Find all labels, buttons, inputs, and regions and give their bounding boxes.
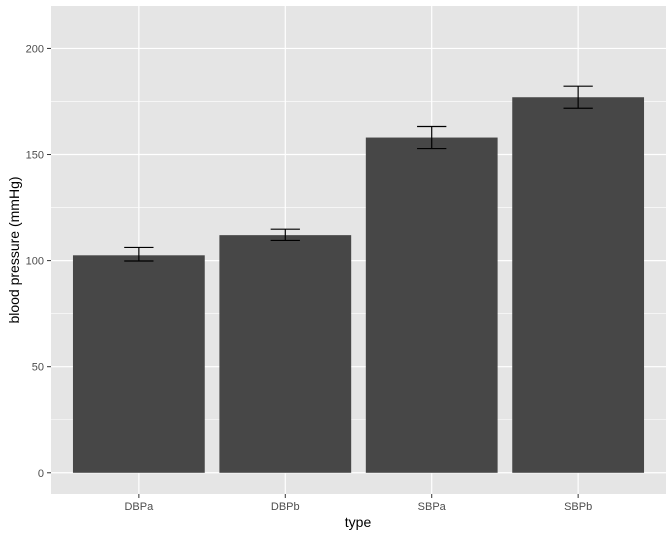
y-axis-ticks: 0 50 100 150 200 (26, 43, 51, 480)
y-axis-title: blood pressure (mmHg) (6, 176, 22, 323)
x-tick-label: SBPb (564, 501, 592, 513)
error-bar-DBPb (270, 228, 300, 242)
bar-DBPa (72, 255, 205, 473)
error-bars (124, 85, 593, 262)
y-tick-label: 100 (26, 256, 44, 268)
y-tick-label: 50 (32, 362, 44, 374)
y-tick-label: 150 (26, 150, 44, 162)
y-tick-label: 0 (38, 468, 44, 480)
error-bar-SBPa (417, 125, 447, 150)
bar-DBPb (219, 235, 352, 473)
x-axis-title: type (345, 514, 372, 530)
error-bar-DBPa (124, 246, 154, 262)
y-tick-label: 200 (26, 43, 44, 55)
bar-SBPa (365, 137, 498, 473)
x-tick-label: DBPb (271, 501, 300, 513)
bar-SBPb (512, 97, 645, 473)
x-tick-label: SBPa (418, 501, 447, 513)
bars (72, 97, 645, 473)
error-bar-SBPb (563, 85, 593, 109)
x-tick-label: DBPa (124, 501, 154, 513)
x-axis-ticks: DBPa DBPb SBPa SBPb (124, 494, 592, 513)
